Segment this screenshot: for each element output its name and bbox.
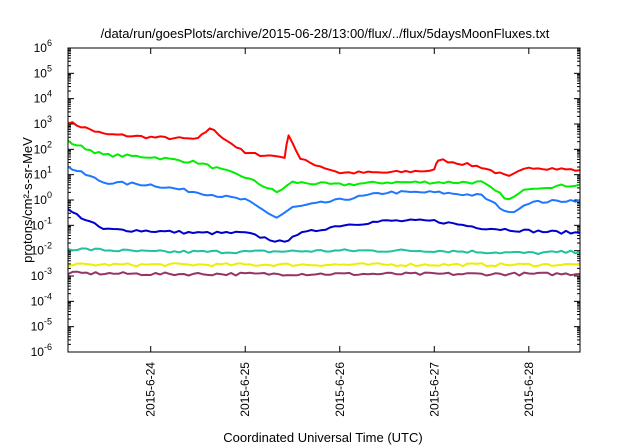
- y-tick-label: 100: [34, 190, 52, 207]
- y-tick-label: 106: [34, 38, 52, 55]
- y-tick-label: 104: [34, 89, 52, 106]
- series-line-5: [67, 247, 581, 255]
- y-tick-label: 10-5: [31, 317, 52, 334]
- y-tick-label: 10-4: [31, 291, 52, 308]
- y-tick-label: 101: [34, 165, 52, 182]
- series-line-6: [67, 262, 581, 268]
- x-tick-label: 2015-6-25: [238, 362, 252, 417]
- y-tick-label: 10-3: [31, 266, 52, 283]
- y-tick-label: 10-6: [31, 342, 52, 359]
- chart-title: /data/run/goesPlots/archive/2015-06-28/1…: [101, 26, 550, 41]
- y-axis-label: protons/cm²-s-sr-MeV: [20, 137, 35, 263]
- y-tick-label: 102: [34, 139, 52, 156]
- plot-frame: [67, 47, 581, 353]
- series-line-3: [67, 165, 581, 219]
- y-tick-label: 10-1: [31, 215, 52, 232]
- x-axis-label: Coordinated Universal Time (UTC): [223, 430, 422, 445]
- x-tick-label: 2015-6-24: [144, 362, 158, 417]
- series-line-1: [67, 121, 581, 177]
- y-tick-label: 10-2: [31, 241, 52, 258]
- y-axis-ticks: 10-6 10-5 10-4 10-3 10-2 10-1 100 101 102 103 104 1…: [31, 38, 580, 359]
- x-tick-label: 2015-6-27: [427, 362, 441, 417]
- y-tick-label: 105: [34, 63, 52, 80]
- y-tick-label: 103: [34, 114, 52, 131]
- series-line-2: [67, 139, 581, 201]
- series-group: [67, 121, 581, 277]
- series-line-4: [67, 208, 581, 243]
- series-line-7: [67, 270, 581, 277]
- x-tick-label: 2015-6-28: [522, 362, 536, 417]
- x-axis-ticks: 2015-6-24 2015-6-25 2015-6-26 2015-6-27 2015…: [144, 48, 536, 417]
- x-tick-label: 2015-6-26: [333, 362, 347, 417]
